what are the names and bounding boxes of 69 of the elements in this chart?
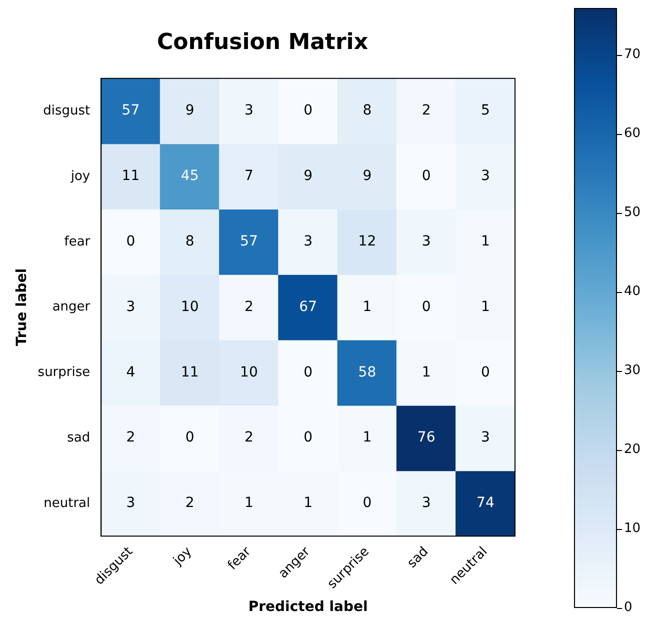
color-bar-label: 10	[624, 521, 641, 538]
data-label: 0	[304, 102, 313, 119]
data-label: 1	[304, 495, 313, 512]
data-label: 57	[240, 234, 258, 250]
data-label: 2	[185, 495, 194, 512]
data-label: 0	[362, 495, 372, 512]
data-label: 5	[480, 102, 490, 119]
chart-title: Confusion Matrix	[156, 30, 368, 55]
data-label: 9	[304, 168, 313, 184]
data-label: 10	[180, 298, 199, 315]
data-label: 1	[362, 298, 372, 315]
color-bar-label: 60	[624, 126, 641, 142]
data-label: 0	[422, 168, 431, 184]
color-bar-label: 20	[624, 442, 641, 458]
data-label: 45	[180, 168, 199, 184]
data-label: 3	[422, 234, 431, 250]
x-tick-label: sad	[404, 544, 432, 572]
y-tick-label: fear	[64, 234, 91, 250]
color-bar-label: 50	[624, 205, 641, 222]
data-label: 0	[126, 234, 136, 250]
color-bar-label: 30	[624, 363, 641, 380]
x-axis-title: Predicted label	[248, 599, 368, 616]
data-label: 8	[362, 102, 372, 119]
data-label: 1	[362, 430, 372, 446]
data-label: 3	[244, 102, 254, 119]
data-label: 11	[180, 364, 199, 380]
data-label: 1	[480, 234, 490, 250]
data-label: 1	[480, 298, 490, 315]
data-label: 12	[358, 234, 376, 250]
data-label: 58	[358, 364, 376, 380]
data-label: 2	[422, 102, 431, 119]
data-label: 0	[304, 430, 313, 446]
data-label: 76	[417, 430, 436, 446]
data-label: 9	[362, 168, 372, 184]
y-tick-label: sad	[67, 430, 90, 446]
data-label: 9	[185, 102, 194, 119]
data-label: 3	[126, 298, 136, 315]
data-label: 3	[480, 430, 490, 446]
data-label: 0	[480, 364, 490, 380]
y-tick-label: surprise	[38, 365, 90, 380]
data-label: 3	[126, 495, 136, 512]
y-tick-label: anger	[52, 300, 91, 315]
data-label: 11	[122, 168, 140, 184]
data-label: 1	[244, 495, 254, 512]
data-label: 1	[422, 364, 431, 380]
data-label: 3	[422, 495, 431, 512]
color-bar-label: 70	[624, 47, 641, 64]
data-label: 57	[122, 102, 140, 119]
color-bar-label: 40	[624, 284, 641, 300]
data-label: 67	[299, 298, 317, 315]
data-label: 7	[244, 168, 254, 184]
data-label: 2	[126, 430, 136, 446]
data-label: 10	[240, 364, 258, 380]
data-label: 2	[244, 430, 254, 446]
data-label: 3	[304, 234, 313, 250]
data-label: 8	[185, 234, 194, 250]
y-tick-label: disgust	[43, 103, 90, 118]
data-label: 2	[244, 298, 254, 315]
data-label: 0	[185, 430, 194, 446]
x-tick-label: joy	[170, 544, 196, 570]
data-label: 4	[126, 364, 136, 380]
data-label: 3	[480, 168, 490, 184]
color-bar-label: 0	[624, 600, 632, 616]
y-tick-label: neutral	[44, 496, 90, 511]
y-tick-label: joy	[70, 168, 90, 184]
data-label: 0	[304, 364, 313, 380]
data-label: 0	[422, 298, 431, 315]
data-label: 74	[476, 495, 494, 512]
y-axis-title: True label	[14, 268, 30, 346]
